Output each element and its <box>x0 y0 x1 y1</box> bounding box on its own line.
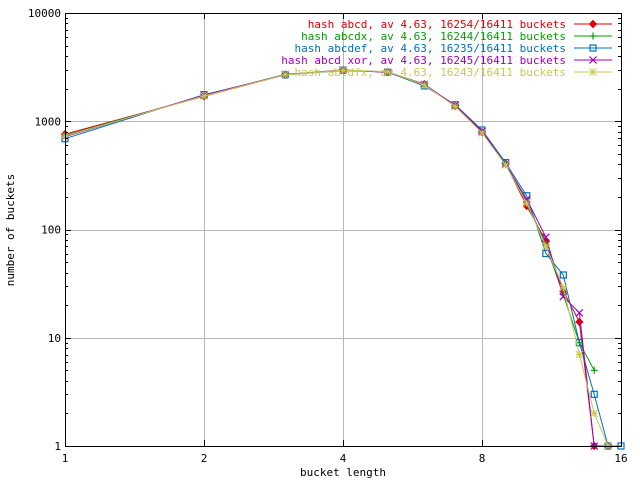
legend-entry: hash abcdfx, av 4.63, 16243/16411 bucket… <box>294 66 612 79</box>
data-point <box>541 233 550 242</box>
x-axis-title: bucket length <box>300 466 386 479</box>
data-point <box>501 161 510 169</box>
data-point <box>420 81 429 89</box>
x-tick-label: 8 <box>479 452 486 465</box>
axes: 1 2 4 8 16 1 10 100 1000 10000 <box>28 7 628 465</box>
data-point <box>478 129 486 137</box>
legend-label: hash abcdx, av 4.63, 16244/16411 buckets <box>301 30 566 43</box>
data-point <box>559 283 568 292</box>
data-point <box>281 70 290 79</box>
y-tick-label: 10000 <box>28 7 61 20</box>
grid <box>65 13 621 446</box>
legend-label: hash abcdef, av 4.63, 16235/16411 bucket… <box>294 42 566 55</box>
data-point <box>522 199 531 208</box>
data-point <box>522 195 531 204</box>
legend-entry: hash abcd, av 4.63, 16254/16411 buckets <box>308 18 612 31</box>
data-point <box>575 317 584 327</box>
legend-entry: hash abcdx, av 4.63, 16244/16411 buckets <box>301 30 612 43</box>
y-tick-label: 1 <box>54 440 61 453</box>
data-point <box>590 409 599 418</box>
legend-marker <box>588 19 598 29</box>
legend-label: hash abcd xor, av 4.63, 16245/16411 buck… <box>281 54 566 67</box>
y-tick-label: 100 <box>41 224 61 237</box>
x-tick-label: 4 <box>340 452 347 465</box>
legend-entry: hash abcd xor, av 4.63, 16245/16411 buck… <box>281 54 612 67</box>
data-point <box>383 67 392 76</box>
data-point <box>590 366 598 374</box>
data-point <box>575 308 584 317</box>
data-point <box>451 102 460 111</box>
legend-marker <box>589 56 597 64</box>
data-point <box>542 242 550 251</box>
x-tick-label: 1 <box>62 452 69 465</box>
data-point <box>590 390 598 398</box>
data-point <box>200 92 208 100</box>
y-axis-title: number of buckets <box>4 174 17 287</box>
legend-entry: hash abcdef, av 4.63, 16235/16411 bucket… <box>294 42 612 55</box>
legend-marker <box>589 68 597 76</box>
x-tick-label: 16 <box>614 452 627 465</box>
data-point <box>559 271 567 279</box>
legend-label: hash abcd, av 4.63, 16254/16411 buckets <box>308 18 566 31</box>
data-point <box>339 66 347 75</box>
x-tick-label: 2 <box>201 452 208 465</box>
legend: hash abcd, av 4.63, 16254/16411 bucketsh… <box>281 18 612 79</box>
y-tick-label: 10 <box>48 332 61 345</box>
data-point <box>575 350 584 359</box>
y-tick-label: 1000 <box>35 115 62 128</box>
legend-marker <box>589 32 597 40</box>
legend-marker <box>589 44 597 52</box>
legend-label: hash abcdfx, av 4.63, 16243/16411 bucket… <box>294 66 566 79</box>
